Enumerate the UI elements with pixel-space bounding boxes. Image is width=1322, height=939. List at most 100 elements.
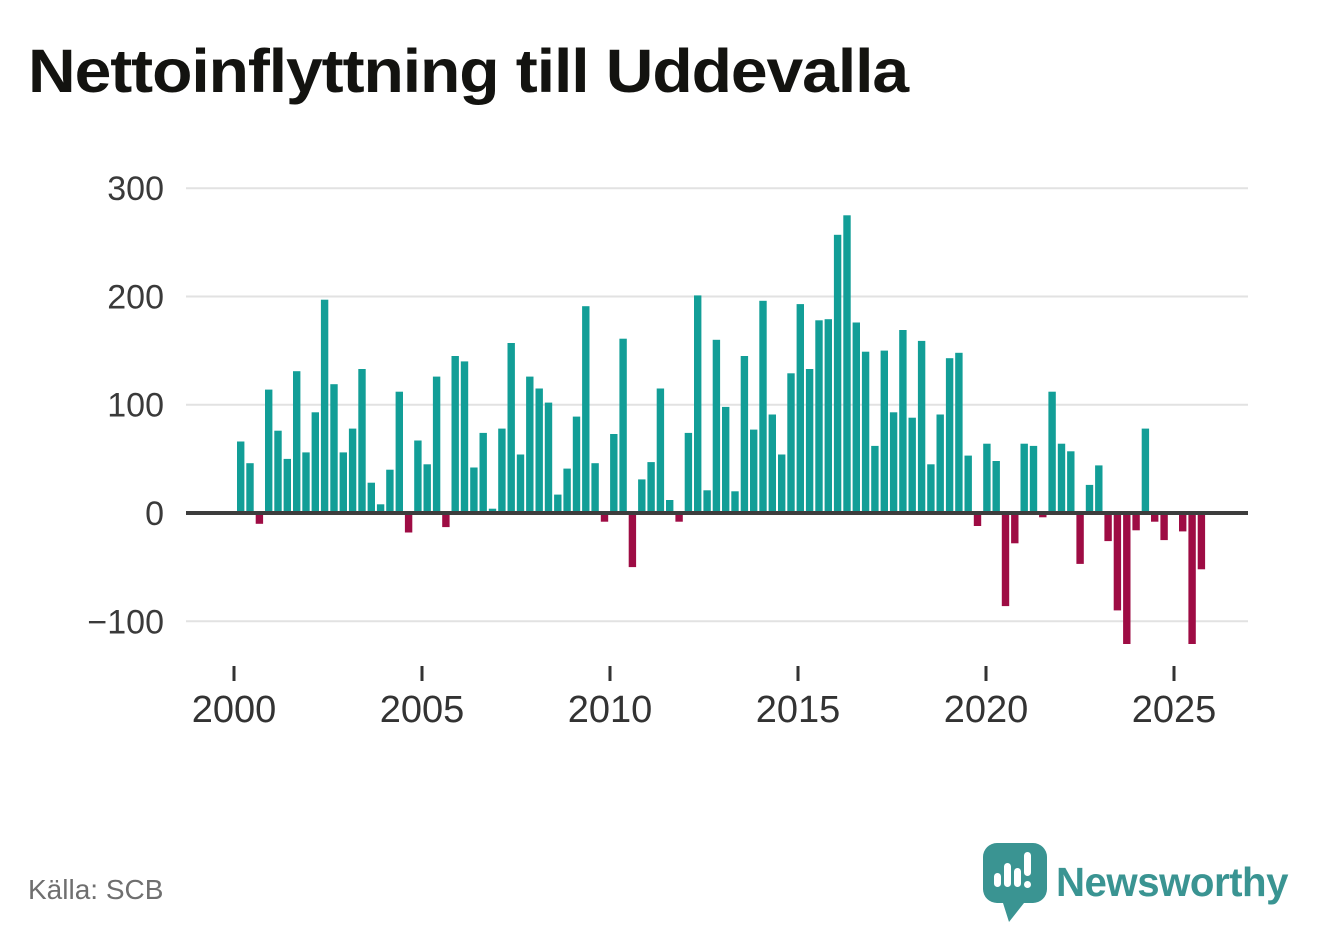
bar-2010Q2 [619, 338, 627, 513]
bar-2013Q1 [722, 406, 730, 513]
bar-2025Q4 [1197, 513, 1206, 570]
bar-2024Q3 [1151, 513, 1159, 522]
bar-2011Q1 [647, 462, 655, 513]
bar-2013Q2 [731, 491, 739, 513]
newsworthy-logo [983, 843, 1047, 922]
bar-2020Q4 [1011, 513, 1019, 544]
bar-2011Q2 [656, 388, 665, 513]
x-tick-label: 2005 [380, 689, 465, 731]
bar-2020Q3 [1001, 513, 1010, 607]
bar-2005Q3 [442, 513, 450, 528]
bar-series [237, 215, 1206, 644]
bar-2025Q2 [1179, 513, 1187, 532]
bar-2023Q3 [1113, 513, 1122, 611]
bar-2004Q2 [395, 391, 403, 513]
bar-2022Q3 [1076, 513, 1084, 564]
bar-2012Q4 [712, 339, 721, 513]
bar-2001Q2 [283, 458, 291, 513]
bar-2015Q2 [805, 369, 814, 513]
bar-2001Q3 [293, 371, 301, 513]
bar-2020Q2 [992, 461, 1000, 513]
x-tick-label: 2010 [568, 689, 653, 731]
bar-2000Q2 [246, 463, 254, 513]
bar-2006Q4 [488, 508, 497, 513]
bar-2017Q1 [871, 445, 879, 513]
bar-2023Q4 [1123, 513, 1131, 644]
bar-2007Q1 [498, 428, 506, 513]
y-axis-labels: 300 200 100 0 −100 [87, 170, 164, 641]
bar-2000Q3 [255, 513, 264, 524]
bar-2000Q4 [265, 389, 273, 513]
bar-2004Q4 [414, 440, 422, 513]
bar-2008Q2 [544, 402, 553, 513]
bar-2018Q2 [917, 340, 926, 513]
x-axis-labels: 2000 2005 2010 2015 2020 2025 [192, 666, 1216, 731]
bar-2003Q1 [348, 428, 357, 513]
bar-2021Q3 [1039, 513, 1047, 518]
bar-2013Q4 [750, 429, 758, 513]
bar-2022Q4 [1085, 484, 1094, 513]
bar-2011Q4 [675, 513, 683, 522]
bar-2012Q2 [694, 295, 702, 513]
bar-2006Q3 [479, 432, 487, 513]
bar-2010Q4 [638, 479, 646, 513]
bar-2004Q1 [386, 469, 394, 513]
bar-2008Q3 [554, 494, 562, 513]
y-tick-label: 300 [107, 170, 164, 208]
bar-2008Q1 [535, 388, 543, 513]
bar-2017Q3 [889, 412, 898, 513]
bar-2023Q1 [1095, 465, 1103, 513]
bar-2005Q1 [423, 464, 431, 513]
bar-2010Q1 [610, 434, 618, 513]
bar-2002Q4 [339, 452, 347, 513]
bar-2022Q1 [1057, 443, 1066, 513]
bar-2014Q1 [759, 300, 767, 513]
bar-2019Q2 [955, 352, 963, 513]
bar-2003Q3 [367, 482, 375, 513]
bar-2002Q3 [330, 384, 338, 513]
bar-2016Q4 [861, 351, 870, 513]
bar-2014Q4 [787, 373, 795, 513]
bar-2020Q1 [983, 443, 991, 513]
bar-2003Q4 [376, 504, 385, 513]
bar-2003Q2 [358, 369, 366, 513]
bar-2021Q1 [1020, 443, 1028, 513]
bar-2015Q3 [815, 320, 823, 513]
bar-2008Q4 [563, 468, 571, 513]
bar-2009Q3 [591, 463, 599, 513]
x-tick-label: 2015 [756, 689, 841, 731]
bar-2017Q4 [899, 330, 907, 513]
bar-2016Q3 [852, 322, 860, 513]
newsworthy-logo-bars-icon [994, 852, 1031, 888]
bar-2009Q4 [600, 513, 609, 522]
bar-2006Q2 [470, 467, 478, 513]
x-tick-label: 2020 [944, 689, 1029, 731]
bar-2000Q1 [237, 441, 245, 513]
bar-2014Q3 [778, 454, 786, 513]
bar-2021Q4 [1048, 391, 1056, 513]
bar-2024Q1 [1132, 513, 1140, 531]
bar-2007Q4 [526, 376, 534, 513]
bar-2009Q1 [572, 416, 581, 513]
x-tick-label: 2000 [192, 689, 277, 731]
source-label: Källa: SCB [28, 874, 163, 905]
bar-2015Q1 [796, 304, 804, 513]
bar-2001Q4 [302, 452, 310, 513]
bar-2018Q1 [908, 417, 916, 513]
chart-title: Nettoinflyttning till Uddevalla [28, 37, 910, 105]
bar-2005Q4 [451, 356, 459, 513]
bar-2013Q3 [740, 356, 749, 513]
bar-2022Q2 [1067, 451, 1075, 513]
y-tick-label: 200 [107, 279, 164, 317]
y-tick-label: 100 [107, 387, 164, 425]
bar-2002Q2 [320, 299, 329, 513]
bar-2023Q2 [1104, 513, 1112, 542]
bar-2021Q2 [1029, 445, 1038, 513]
bar-2010Q3 [628, 513, 637, 568]
bar-2012Q3 [703, 490, 711, 513]
bar-2011Q3 [666, 500, 674, 513]
bar-2019Q3 [964, 455, 972, 513]
bar-2018Q3 [927, 464, 935, 513]
bar-2009Q2 [582, 306, 590, 513]
